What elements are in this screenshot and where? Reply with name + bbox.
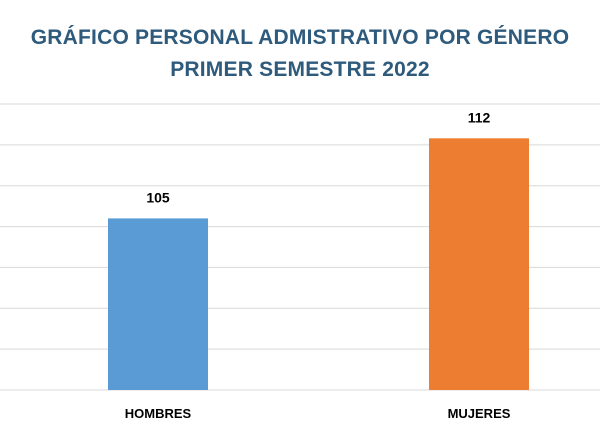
data-label-mujeres: 112 [468,109,491,125]
bars-group [108,138,529,390]
category-labels-group: HOMBRES MUJERES [125,406,511,421]
bar-hombres [108,218,208,390]
category-label-hombres: HOMBRES [125,406,192,421]
chart-subtitle: PRIMER SEMESTRE 2022 [170,58,430,81]
bar-mujeres [429,138,529,390]
data-label-hombres: 105 [146,189,170,205]
chart-title: GRÁFICO PERSONAL ADMISTRATIVO POR GÉNERO [30,26,570,49]
chart-title-block: GRÁFICO PERSONAL ADMISTRATIVO POR GÉNERO… [0,22,600,86]
category-label-mujeres: MUJERES [448,406,511,421]
data-labels-group: 105 112 [146,109,490,205]
